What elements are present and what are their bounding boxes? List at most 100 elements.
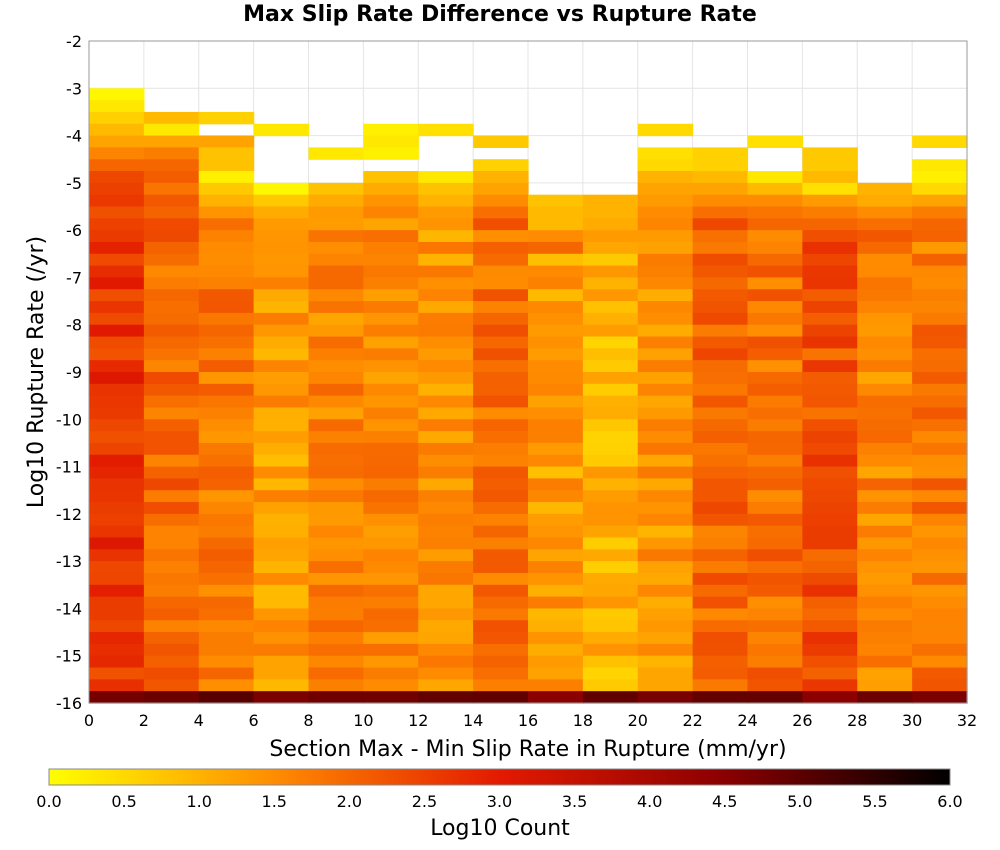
heatmap-cell xyxy=(253,218,310,231)
heatmap-cell xyxy=(857,572,913,586)
heatmap-cell xyxy=(363,194,419,208)
heatmap-cell xyxy=(473,513,529,527)
heatmap-cell xyxy=(473,584,529,598)
heatmap-cell xyxy=(143,419,200,432)
heatmap-cell xyxy=(473,218,529,231)
heatmap-cell xyxy=(912,336,968,349)
heatmap-cell xyxy=(747,584,803,598)
heatmap-cell xyxy=(308,336,364,349)
heatmap-cell xyxy=(528,360,584,373)
heatmap-cell xyxy=(363,372,419,385)
heatmap-cell xyxy=(747,253,803,267)
heatmap-cell xyxy=(253,360,310,373)
heatmap-cell xyxy=(308,537,364,550)
heatmap-cell xyxy=(692,265,749,279)
heatmap-cell xyxy=(143,395,200,409)
heatmap-cell xyxy=(308,230,364,243)
heatmap-cell xyxy=(253,561,310,574)
heatmap-cell xyxy=(363,596,419,610)
heatmap-cell xyxy=(363,537,419,550)
heatmap-cell xyxy=(528,525,584,539)
y-tick-label: -7 xyxy=(66,268,82,287)
heatmap-cell xyxy=(143,230,200,243)
heatmap-cell xyxy=(528,419,584,432)
heatmap-cell xyxy=(308,419,364,432)
heatmap-cell xyxy=(143,135,200,148)
heatmap-cell xyxy=(89,502,145,515)
heatmap-cell xyxy=(473,395,529,409)
heatmap-cell xyxy=(308,218,364,231)
heatmap-cell xyxy=(363,655,419,669)
heatmap-cell xyxy=(473,643,529,657)
heatmap-cell xyxy=(857,655,913,669)
heatmap-cell xyxy=(363,324,419,338)
y-tick-label: -3 xyxy=(66,79,82,98)
heatmap-cell xyxy=(582,454,639,468)
heatmap-cell xyxy=(418,182,474,196)
heatmap-cell xyxy=(692,230,749,243)
heatmap-cell xyxy=(857,230,913,243)
heatmap-cell xyxy=(912,466,968,479)
heatmap-cell xyxy=(308,194,364,208)
heatmap-cell xyxy=(143,478,200,491)
heatmap-cell xyxy=(473,253,529,267)
y-axis-label: Log10 Rupture Rate (/yr) xyxy=(24,236,49,508)
heatmap-cell xyxy=(308,561,364,574)
heatmap-cell xyxy=(143,537,200,550)
heatmap-cell xyxy=(418,372,474,385)
heatmap-cell xyxy=(692,596,749,610)
heatmap-cell xyxy=(692,454,749,468)
heatmap-cell xyxy=(912,502,968,515)
heatmap-cell xyxy=(912,478,968,491)
heatmap-cell xyxy=(802,431,858,444)
heatmap-cell xyxy=(802,194,858,208)
heatmap-cell xyxy=(747,218,803,231)
heatmap-cell xyxy=(143,620,200,633)
heatmap-cell xyxy=(912,360,968,373)
heatmap-cell xyxy=(418,490,474,503)
heatmap-cell xyxy=(857,419,913,432)
heatmap-cell xyxy=(473,561,529,574)
heatmap-cell xyxy=(637,584,694,598)
heatmap-cell xyxy=(418,194,474,208)
colorbar-tick-label: 6.0 xyxy=(937,792,962,811)
heatmap-cell xyxy=(198,502,255,515)
heatmap-cell xyxy=(857,383,913,397)
heatmap-cell xyxy=(692,372,749,385)
heatmap-cell xyxy=(143,372,200,385)
heatmap-cell xyxy=(692,171,749,184)
heatmap-cell xyxy=(308,372,364,385)
heatmap-cell xyxy=(363,289,419,302)
heatmap-cell xyxy=(253,667,310,680)
heatmap-cell xyxy=(418,679,474,692)
heatmap-cell xyxy=(89,679,145,692)
heatmap-cell xyxy=(912,277,968,290)
heatmap-cell xyxy=(912,159,968,172)
heatmap-cell xyxy=(308,572,364,586)
heatmap-cell xyxy=(418,431,474,444)
heatmap-cell xyxy=(582,537,639,550)
heatmap-cell xyxy=(857,324,913,338)
heatmap-cell xyxy=(528,407,584,420)
heatmap-cell xyxy=(802,265,858,279)
heatmap-cell xyxy=(912,419,968,432)
y-tick-label: -13 xyxy=(56,552,82,571)
x-tick-label: 26 xyxy=(792,711,812,730)
heatmap-cell xyxy=(253,372,310,385)
heatmap-cell xyxy=(692,395,749,409)
colorbar-tick-label: 0.0 xyxy=(36,792,61,811)
heatmap-cell xyxy=(89,454,145,468)
colorbar-tick-label: 2.0 xyxy=(337,792,362,811)
heatmap-cell xyxy=(857,584,913,598)
heatmap-cell xyxy=(582,336,639,349)
heatmap-cell xyxy=(143,442,200,456)
heatmap-cell xyxy=(582,632,639,645)
heatmap-cell xyxy=(912,407,968,420)
heatmap-cell xyxy=(912,206,968,219)
heatmap-cell xyxy=(582,620,639,633)
heatmap-cell xyxy=(418,561,474,574)
heatmap-cell xyxy=(692,572,749,586)
heatmap-cell xyxy=(747,655,803,669)
heatmap-cell xyxy=(747,301,803,314)
